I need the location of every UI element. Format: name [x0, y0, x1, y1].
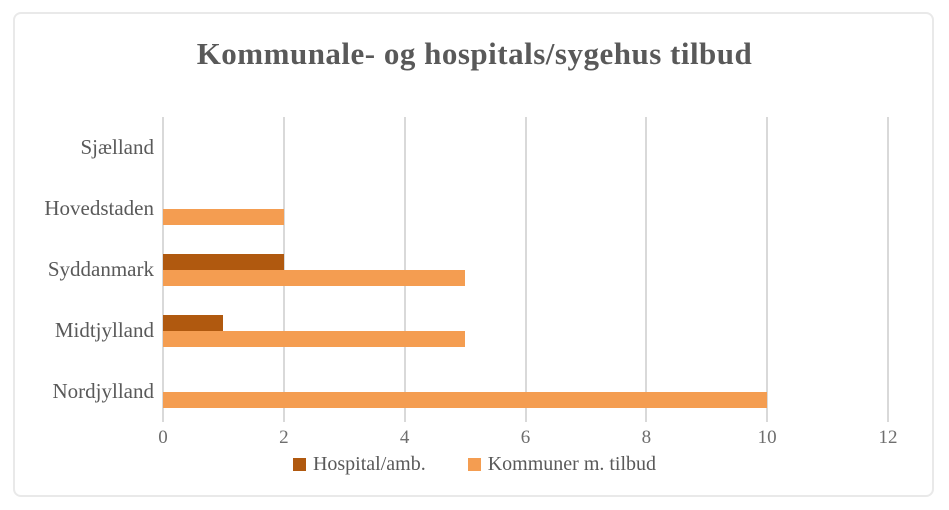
legend-label: Hospital/amb.	[312, 453, 426, 475]
bar-group-nordjylland	[163, 361, 888, 422]
legend-swatch-icon	[467, 458, 481, 471]
gridline-x-10	[766, 117, 769, 422]
gridline-x-6	[524, 117, 527, 422]
x-tick-label-2: 2	[279, 427, 289, 448]
bar-kommuner-m-tilbud-syddanmark	[163, 269, 466, 286]
x-tick-label-4: 4	[399, 427, 410, 448]
category-label-midtjylland: Midtjylland	[54, 318, 154, 342]
legend-item-kommuner-m-tilbud: Kommuner m. tilbud	[467, 453, 657, 476]
legend-label: Kommuner m. tilbud	[487, 453, 657, 475]
plot-area	[162, 117, 889, 422]
bar-hospital-amb-syddanmark	[163, 253, 284, 270]
gridline-x-8	[645, 117, 648, 422]
bar-group-hovedstaden	[163, 178, 888, 239]
legend-item-hospital-amb: Hospital/amb.	[292, 453, 426, 476]
x-tick-label-0: 0	[158, 427, 168, 448]
bar-group-sjælland	[163, 117, 888, 178]
x-tick-label-12: 12	[878, 427, 898, 448]
x-tick-label-8: 8	[641, 427, 652, 448]
bar-kommuner-m-tilbud-midtjylland	[163, 330, 466, 347]
gridline-x-12	[887, 117, 889, 422]
chart-title: Kommunale- og hospitals/sygehus tilbud	[196, 36, 753, 71]
x-axis-tick-labels: 0 2 4 6 8 10 12	[158, 427, 897, 453]
category-label-syddanmark: Syddanmark	[47, 257, 154, 281]
x-tick-label-10: 10	[757, 427, 777, 448]
category-label-hovedstaden: Hovedstaden	[44, 196, 154, 220]
bar-group-midtjylland	[163, 300, 888, 361]
legend-swatch-icon	[292, 458, 306, 471]
category-axis-labels: Sjælland Hovedstaden Syddanmark Midtjylland…	[22, 117, 154, 422]
bar-hospital-amb-midtjylland	[163, 314, 224, 331]
category-label-sjælland: Sjælland	[80, 135, 154, 159]
bar-kommuner-m-tilbud-nordjylland	[163, 391, 768, 408]
bar-kommuner-m-tilbud-hovedstaden	[163, 208, 284, 225]
category-label-nordjylland: Nordjylland	[52, 379, 154, 403]
bar-rows	[163, 117, 888, 422]
legend: Hospital/amb. Kommuner m. tilbud	[13, 453, 936, 476]
bar-group-syddanmark	[163, 239, 888, 300]
x-tick-label-6: 6	[520, 427, 531, 448]
